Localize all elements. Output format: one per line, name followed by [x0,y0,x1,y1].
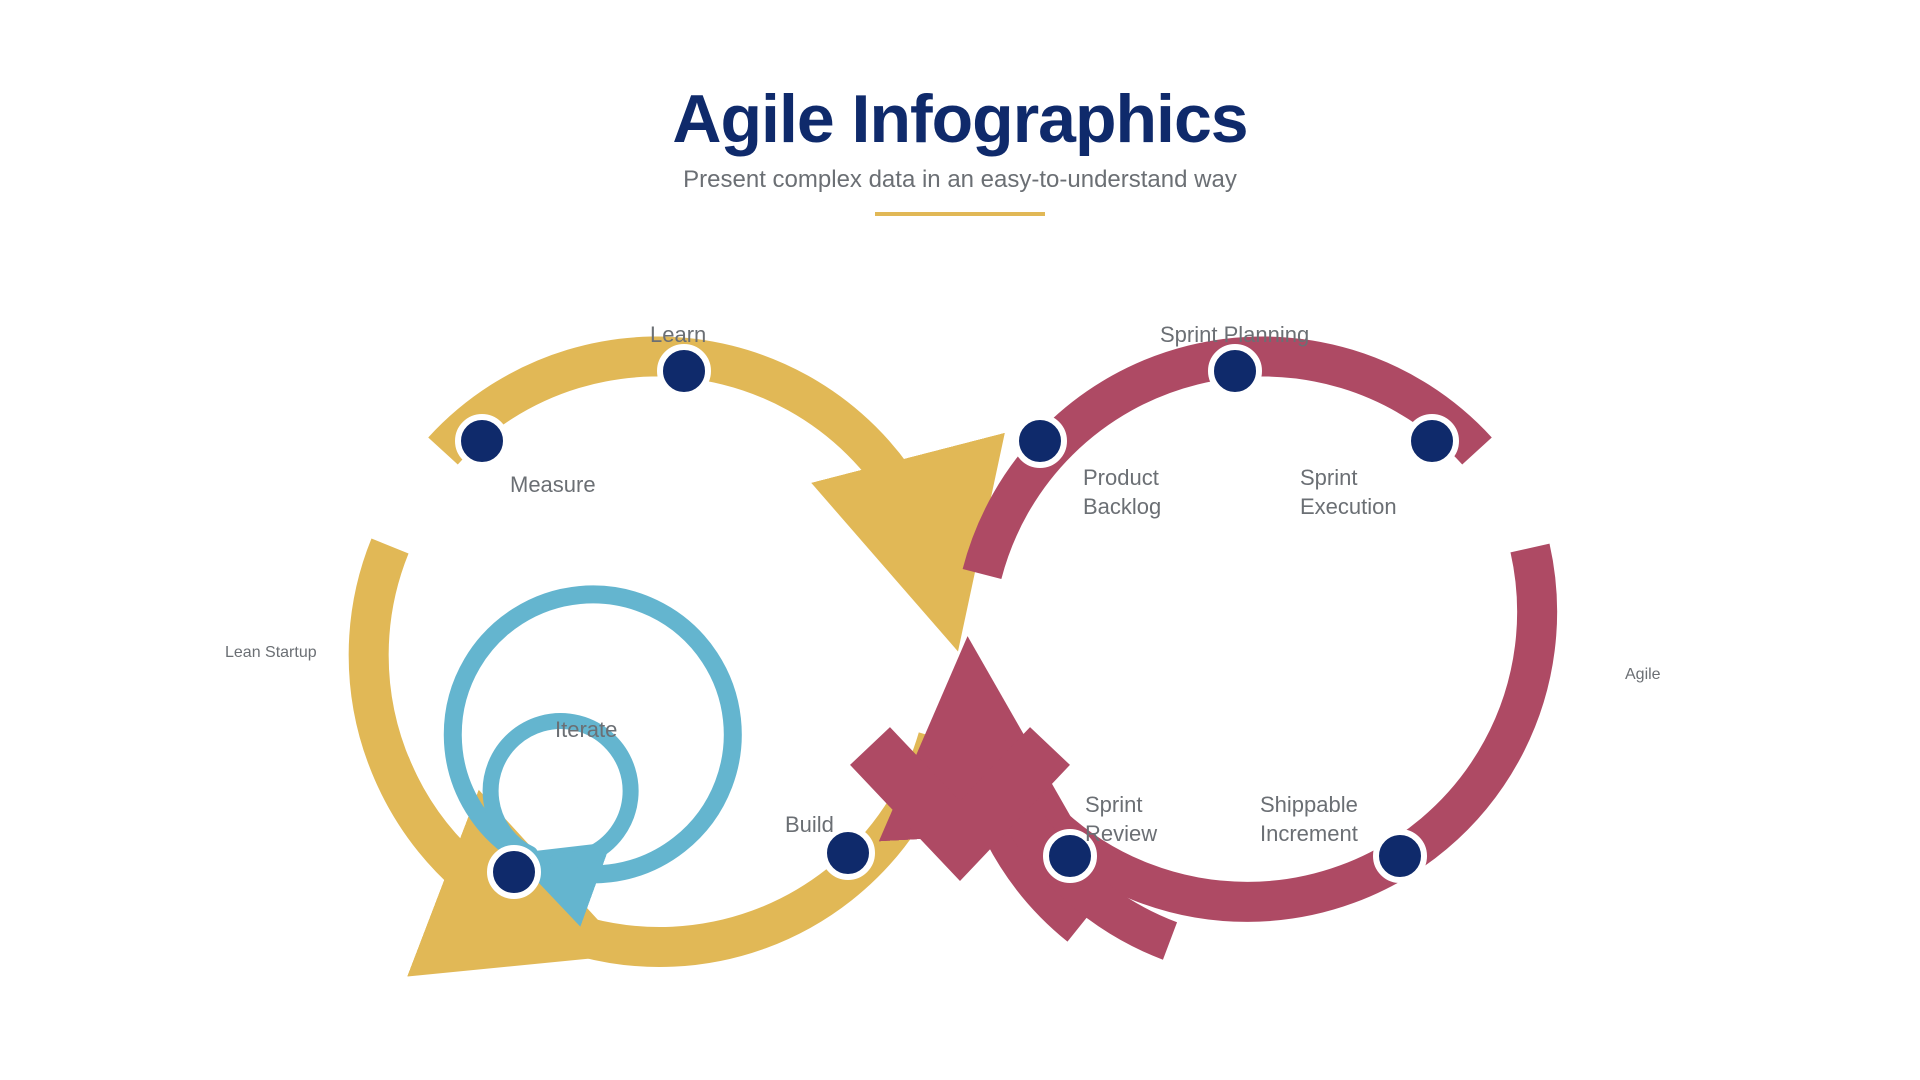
page-title: Agile Infographics [0,80,1920,158]
label-agile: Agile [1625,666,1661,684]
header: Agile Infographics Present complex data … [0,0,1920,216]
label-sprint-planning: Sprint Planning [1160,321,1309,350]
label-lean-startup: Lean Startup [225,644,317,662]
label-sprint-execution: Sprint Execution [1300,464,1397,521]
label-product-backlog: Product Backlog [1083,464,1161,521]
page-subtitle: Present complex data in an easy-to-under… [0,166,1920,194]
label-learn: Learn [650,321,706,350]
label-sprint-review: Sprint Review [1085,791,1157,848]
label-build: Build [785,811,834,840]
title-underline [875,212,1045,216]
diagram-svg [0,246,1920,1026]
label-shippable-increment: Shippable Increment [1260,791,1358,848]
label-measure: Measure [510,471,596,500]
agile-diagram: Learn Measure Iterate Build Sprint Plann… [0,246,1920,1026]
label-iterate: Iterate [555,716,617,745]
